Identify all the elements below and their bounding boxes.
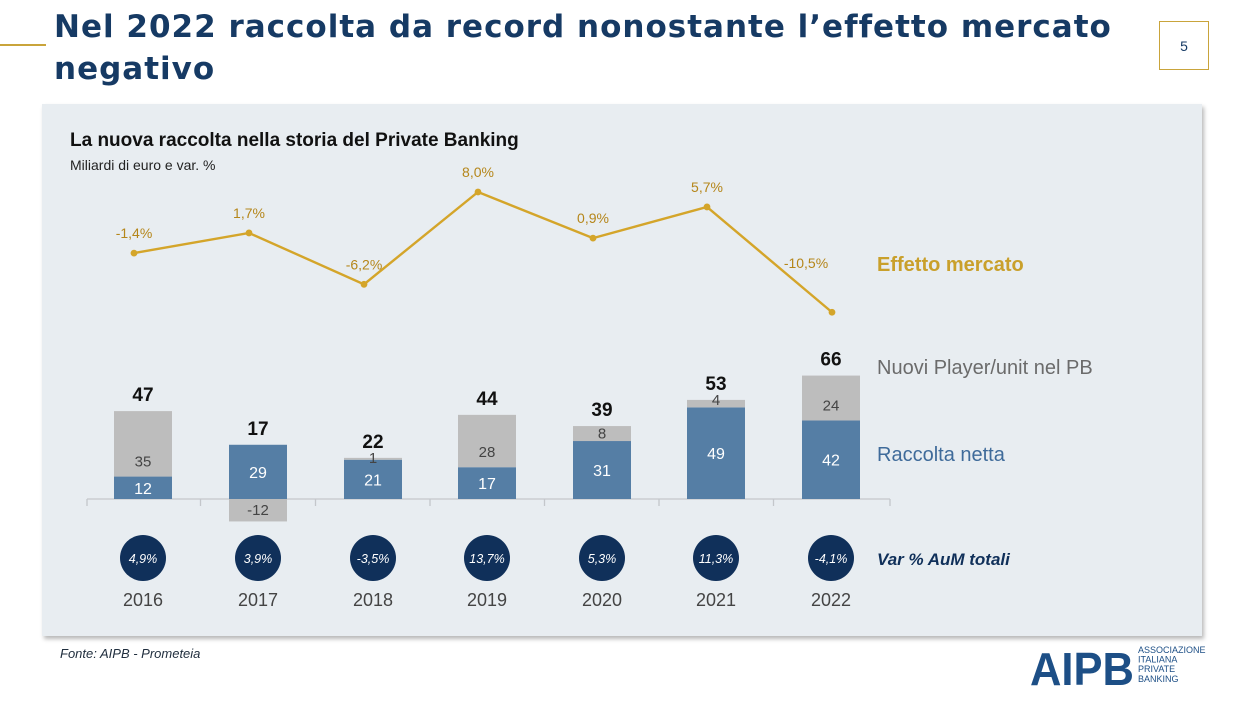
bar-nuovi-player xyxy=(573,426,631,442)
bar-raccolta-netta xyxy=(687,407,745,499)
market-effect-label: 5,7% xyxy=(691,179,723,195)
market-effect-point xyxy=(360,280,368,288)
aum-change-label: -4,1% xyxy=(815,552,848,566)
market-effect-label: 0,9% xyxy=(577,210,609,226)
bar-label-nuovi-player: 4 xyxy=(712,392,720,409)
bar-raccolta-netta xyxy=(114,476,172,499)
total-label: 53 xyxy=(705,374,726,395)
x-tick-label: 2017 xyxy=(238,590,278,610)
market-effect-point xyxy=(828,308,836,316)
total-label: 17 xyxy=(247,419,268,440)
bar-label-nuovi-player: -12 xyxy=(247,502,269,519)
bar-nuovi-player xyxy=(802,375,860,421)
market-effect-label: 8,0% xyxy=(462,164,494,180)
aum-change-label: 13,7% xyxy=(469,552,504,566)
aum-change-circle xyxy=(235,535,281,581)
aum-change-circle xyxy=(350,535,396,581)
x-tick-label: 2018 xyxy=(353,590,393,610)
bar-label-nuovi-player: 28 xyxy=(479,444,496,461)
x-tick-label: 2016 xyxy=(123,590,163,610)
market-effect-label: -1,4% xyxy=(116,225,153,241)
aum-change-label: 4,9% xyxy=(129,552,158,566)
bar-label-raccolta-netta: 12 xyxy=(134,481,152,498)
x-tick-label: 2019 xyxy=(467,590,507,610)
logo-subtitle-line: BANKING xyxy=(1138,674,1179,684)
market-effect-label: -6,2% xyxy=(346,256,383,272)
legend-var-aum: Var % AuM totali xyxy=(877,550,1011,569)
title-accent-rule xyxy=(0,44,46,46)
bar-nuovi-player xyxy=(344,457,402,460)
logo-subtitle-line: ITALIANA xyxy=(1138,655,1177,665)
aum-change-label: 3,9% xyxy=(244,552,273,566)
market-effect-point xyxy=(474,188,482,196)
bar-raccolta-netta xyxy=(573,441,631,499)
bar-label-nuovi-player: 24 xyxy=(823,397,840,414)
total-label: 39 xyxy=(591,400,612,421)
aum-change-label: -3,5% xyxy=(357,552,390,566)
slide-title: Nel 2022 raccolta da record nonostante l… xyxy=(54,9,1112,87)
aum-change-circle xyxy=(808,535,854,581)
bar-label-nuovi-player: 8 xyxy=(598,426,606,443)
aum-change-circle xyxy=(120,535,166,581)
bar-label-nuovi-player: 1 xyxy=(369,450,377,467)
bar-nuovi-player xyxy=(114,411,172,477)
chart-panel: La nuova raccolta nella storia del Priva… xyxy=(42,104,1202,636)
bar-label-raccolta-netta: 49 xyxy=(707,446,725,463)
bar-label-raccolta-netta: 42 xyxy=(822,453,840,470)
bar-raccolta-netta xyxy=(229,444,287,499)
bar-raccolta-netta xyxy=(458,467,516,499)
total-label: 66 xyxy=(820,350,841,371)
page-number: 5 xyxy=(1159,21,1209,70)
logo-subtitle-line: ASSOCIAZIONE xyxy=(1138,645,1206,655)
legend-nuovi-player: Nuovi Player/unit nel PB xyxy=(877,357,1093,379)
market-effect-point xyxy=(589,234,597,242)
total-label: 22 xyxy=(362,432,383,453)
bar-label-nuovi-player: 35 xyxy=(135,454,152,471)
total-label: 47 xyxy=(132,385,153,406)
market-effect-label: -10,5% xyxy=(784,255,828,271)
logo-subtitle-line: PRIVATE xyxy=(1138,664,1175,674)
chart-subtitle: Miliardi di euro e var. % xyxy=(70,157,216,173)
bar-label-raccolta-netta: 31 xyxy=(593,463,611,480)
bar-label-raccolta-netta: 21 xyxy=(364,472,382,489)
x-tick-label: 2020 xyxy=(582,590,622,610)
bar-raccolta-netta xyxy=(344,459,402,499)
x-tick-label: 2021 xyxy=(696,590,736,610)
legend-raccolta-netta: Raccolta netta xyxy=(877,444,1006,466)
x-tick-label: 2022 xyxy=(811,590,851,610)
bar-label-raccolta-netta: 29 xyxy=(249,465,267,482)
aum-change-label: 11,3% xyxy=(699,552,734,566)
legend-effetto-mercato: Effetto mercato xyxy=(877,254,1024,276)
market-effect-point xyxy=(703,203,711,211)
market-effect-point xyxy=(130,249,138,257)
logo-wordmark: AIPB xyxy=(1030,644,1134,688)
total-label: 44 xyxy=(476,389,498,410)
bar-raccolta-netta xyxy=(802,420,860,499)
aum-change-label: 5,3% xyxy=(588,552,617,566)
bar-nuovi-player xyxy=(229,499,287,522)
aum-change-circle xyxy=(464,535,510,581)
bar-label-raccolta-netta: 17 xyxy=(478,476,496,493)
market-effect-label: 1,7% xyxy=(233,205,265,221)
aum-change-circle xyxy=(693,535,739,581)
market-effect-point xyxy=(245,229,253,237)
bar-nuovi-player xyxy=(687,399,745,408)
chart: La nuova raccolta nella storia del Priva… xyxy=(70,130,1093,610)
source-note: Fonte: AIPB - Prometeia xyxy=(60,646,201,661)
aum-change-circle xyxy=(579,535,625,581)
bar-nuovi-player xyxy=(458,414,516,468)
chart-title: La nuova raccolta nella storia del Priva… xyxy=(70,130,519,151)
